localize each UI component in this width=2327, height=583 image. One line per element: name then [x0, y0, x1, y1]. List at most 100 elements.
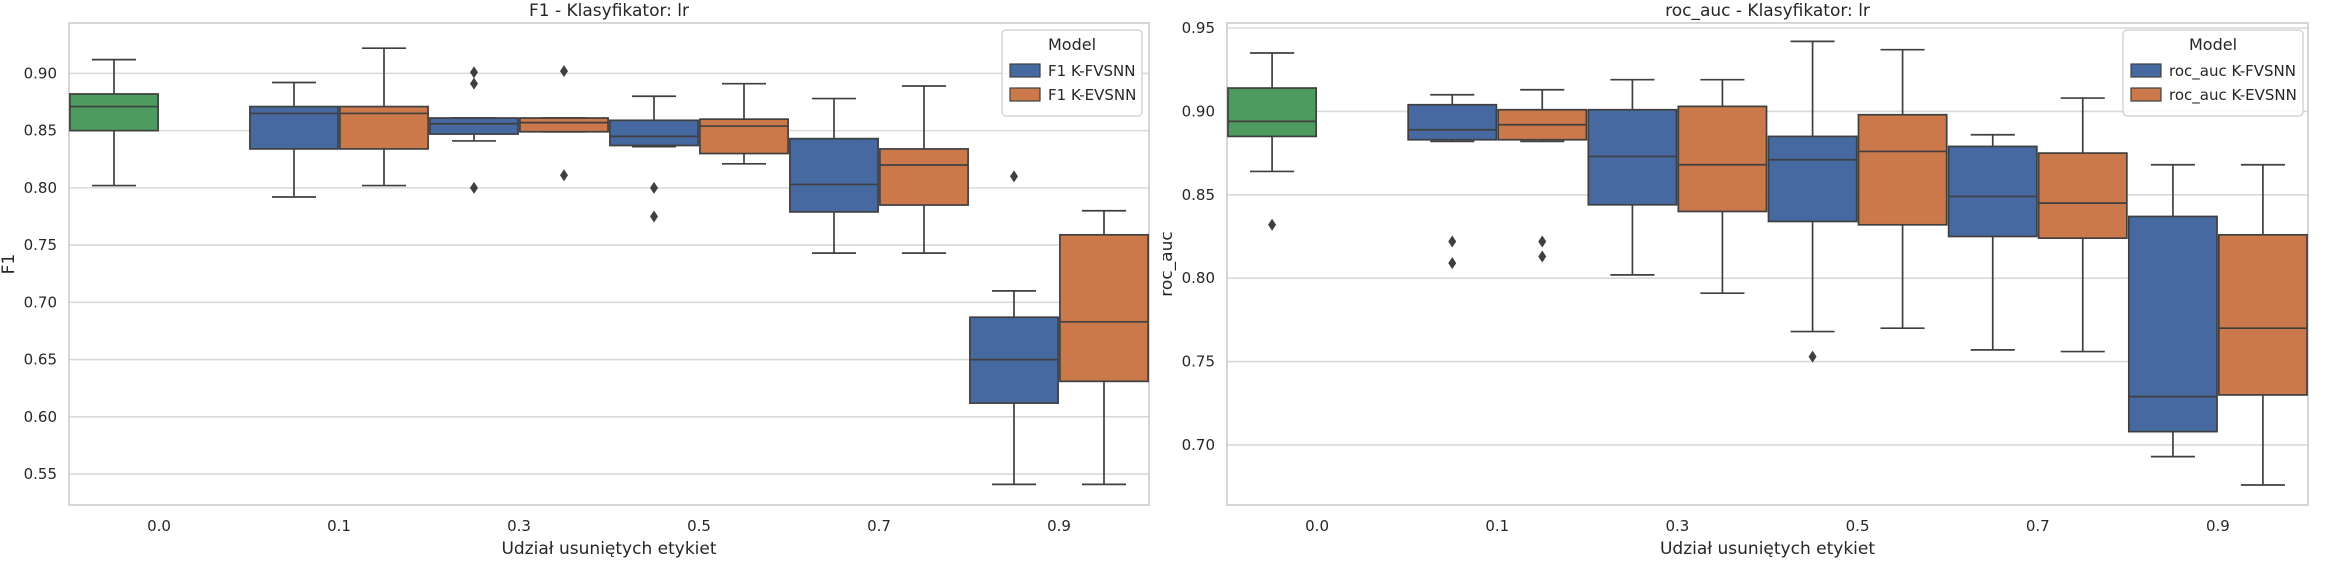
- outlier-point: [560, 65, 568, 78]
- box-f1-k-evsnn-0.1: [339, 47, 429, 187]
- box-iqr: [1059, 233, 1149, 383]
- box-f1-k-fvsnn-0.1: [249, 81, 339, 198]
- y-tick-label: 0.75: [1182, 353, 1215, 371]
- legend: Model F1 K-FVSNN F1 K-EVSNN: [1001, 29, 1143, 117]
- y-axis-title: F1: [0, 254, 19, 275]
- x-axis-title: Udział usuniętych etykiet: [1660, 539, 1875, 559]
- x-tick-label: 0.7: [2026, 517, 2050, 535]
- outlier-point: [1448, 235, 1457, 248]
- y-tick-label: 0.80: [1182, 269, 1215, 287]
- y-tick-label: 0.70: [24, 293, 57, 311]
- x-tick-label: 0.9: [2206, 517, 2230, 535]
- x-tick-label: 0.5: [687, 517, 711, 535]
- outlier-point: [560, 169, 568, 182]
- outlier-point: [470, 77, 478, 90]
- box-roc_auc-k-evsnn-0.9: [2217, 163, 2308, 486]
- x-tick-label: 0.0: [1305, 517, 1329, 535]
- box-roc_auc-k-evsnn-0.1: [1497, 88, 1588, 263]
- box-iqr: [2037, 152, 2128, 239]
- box-roc_auc-k-fvsnn-0.9: [2127, 163, 2218, 458]
- roc-auc-boxplot-chart: 0.70 0.75 0.80 0.85 0.90 0.95 0.0 0.1 0.3 0.5 0.7 0…: [1163, 1, 2309, 559]
- box-iqr: [1227, 87, 1318, 138]
- box-f1-k-evsnn-0.7: [879, 85, 969, 254]
- box-roc_auc-k-fvsnn-0.7: [1947, 133, 2038, 351]
- outlier-point: [650, 181, 658, 194]
- y-tick-label: 0.60: [24, 408, 57, 426]
- legend: Model roc_auc K-FVSNN roc_auc K-EVSNN: [2122, 29, 2304, 117]
- box-f1-k-evsnn-0.9: [1059, 209, 1149, 486]
- box-iqr: [429, 117, 519, 135]
- box-series-0-0.0: [1227, 52, 1318, 231]
- x-tick-label: 0.1: [327, 517, 351, 535]
- box-iqr: [1677, 105, 1768, 213]
- box-roc_auc-k-fvsnn-0.3: [1587, 78, 1678, 276]
- box-f1-k-fvsnn-0.9: [969, 170, 1059, 486]
- box-iqr: [1857, 113, 1948, 226]
- box-roc_auc-k-fvsnn-0.5: [1767, 40, 1858, 363]
- outlier-point: [1538, 235, 1547, 248]
- box-iqr: [699, 118, 789, 155]
- box-iqr: [1407, 103, 1498, 141]
- box-iqr: [789, 137, 879, 213]
- chart-title: F1 - Klasyfikator: lr: [529, 1, 689, 21]
- y-tick-label: 0.85: [1182, 186, 1215, 204]
- x-axis-title: Udział usuniętych etykiet: [501, 539, 716, 559]
- axes-frame: [68, 22, 1150, 506]
- box-f1-k-fvsnn-0.5: [609, 95, 699, 223]
- box-iqr: [879, 148, 969, 206]
- box-roc_auc-k-evsnn-0.7: [2037, 97, 2128, 353]
- legend-title: Model: [1048, 35, 1096, 54]
- outlier-point: [1808, 350, 1817, 363]
- box-roc_auc-k-fvsnn-0.1: [1407, 93, 1498, 270]
- y-tick-label: 0.90: [1182, 102, 1215, 120]
- outlier-point: [650, 210, 658, 223]
- legend-entry-label: roc_auc K-FVSNN: [2169, 62, 2296, 81]
- box-series-0-0.0: [69, 58, 159, 187]
- legend-title: Model: [2189, 35, 2237, 54]
- legend-swatch: [1009, 87, 1041, 102]
- y-tick-label: 0.90: [24, 64, 57, 82]
- y-tick-label: 0.75: [24, 236, 57, 254]
- outlier-point: [470, 66, 478, 79]
- legend-entry-label: F1 K-FVSNN: [1048, 62, 1135, 80]
- box-iqr: [519, 117, 609, 133]
- outlier-point: [1448, 257, 1457, 270]
- f1-boxplot-panel: 0.55 0.60 0.65 0.70 0.75 0.80 0.85 0.90 0.0 0.1 0.…: [0, 0, 1163, 583]
- box-roc_auc-k-evsnn-0.5: [1857, 48, 1948, 330]
- legend-swatch: [2130, 63, 2162, 78]
- legend-entry-label: F1 K-EVSNN: [1048, 86, 1136, 104]
- legend-swatch: [1009, 63, 1041, 78]
- legend-entry-label: roc_auc K-EVSNN: [2169, 86, 2297, 105]
- x-tick-label: 0.3: [507, 517, 531, 535]
- box-f1-k-evsnn-0.5: [699, 82, 789, 165]
- box-iqr: [609, 119, 699, 147]
- y-tick-label: 0.70: [1182, 436, 1215, 454]
- chart-title: roc_auc - Klasyfikator: lr: [1665, 1, 1870, 21]
- y-tick-label: 0.65: [24, 351, 57, 369]
- roc-auc-boxplot-panel: 0.70 0.75 0.80 0.85 0.90 0.95 0.0 0.1 0.3 0.5 0.7 0…: [1163, 0, 2327, 583]
- legend-frame: [2122, 29, 2304, 117]
- y-tick-label: 0.55: [24, 465, 57, 483]
- outlier-point: [1268, 218, 1277, 231]
- x-tick-label: 0.5: [1846, 517, 1870, 535]
- box-iqr: [69, 93, 159, 132]
- x-tick-label: 0.1: [1485, 517, 1509, 535]
- f1-boxplot-chart: 0.55 0.60 0.65 0.70 0.75 0.80 0.85 0.90 0.0 0.1 0.…: [0, 1, 1150, 559]
- box-iqr: [2217, 233, 2308, 396]
- outlier-point: [1010, 170, 1018, 183]
- outlier-point: [1538, 250, 1547, 263]
- box-f1-k-fvsnn-0.3: [429, 66, 519, 194]
- box-f1-k-evsnn-0.3: [519, 65, 609, 182]
- box-iqr: [1947, 145, 2038, 238]
- x-tick-label: 0.7: [867, 517, 891, 535]
- y-tick-label: 0.85: [24, 122, 57, 140]
- y-tick-label: 0.95: [1182, 19, 1215, 37]
- y-tick-label: 0.80: [24, 179, 57, 197]
- x-tick-label: 0.3: [1665, 517, 1689, 535]
- box-f1-k-fvsnn-0.7: [789, 97, 879, 254]
- box-iqr: [1767, 135, 1858, 223]
- x-tick-label: 0.0: [147, 517, 171, 535]
- y-axis-title: roc_auc: [1163, 231, 1177, 296]
- box-roc_auc-k-evsnn-0.3: [1677, 78, 1768, 295]
- box-iqr: [2127, 215, 2218, 433]
